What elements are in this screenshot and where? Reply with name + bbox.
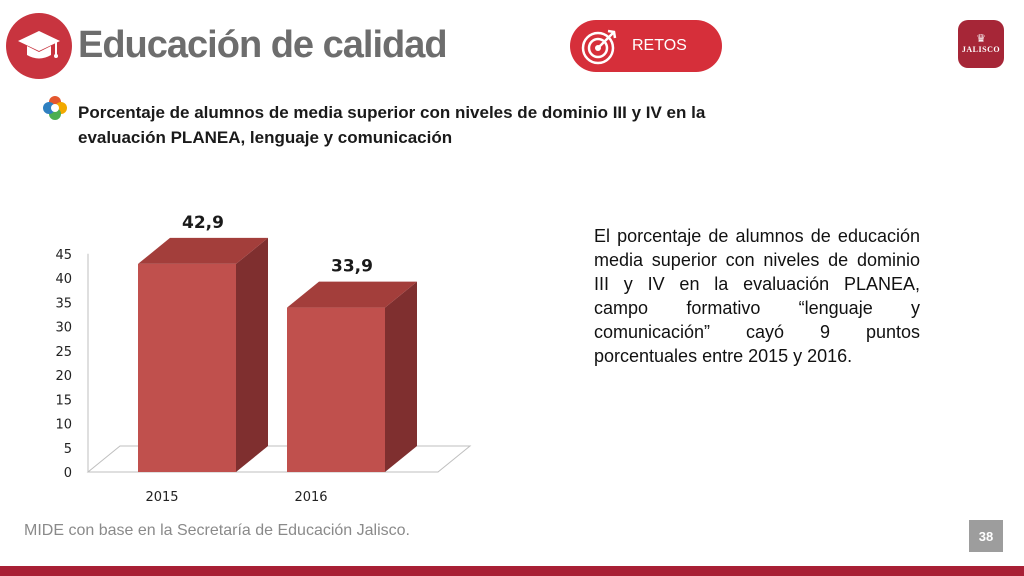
graduation-cap-icon [18,31,60,59]
y-tick-label: 5 [64,442,72,457]
bar-2015: 42,9 [138,213,268,472]
retos-badge[interactable]: RETOS [570,20,722,72]
y-tick-label: 45 [55,248,72,263]
data-label: 42,9 [182,213,224,233]
bar-top [138,237,268,264]
y-tick-label: 20 [55,369,72,384]
chart-description: El porcentaje de alumnos de educación me… [594,226,920,366]
target-arrow-icon [581,29,617,65]
bar-side [385,281,417,472]
y-tick-label: 35 [55,296,72,311]
color-wheel-icon [43,96,67,120]
chart-subtitle: Porcentaje de alumnos de media superior … [78,103,706,147]
source-note: MIDE con base en la Secretaría de Educac… [24,522,410,539]
x-axis-labels: 2015 2016 [145,490,327,505]
y-tick-label: 40 [55,272,72,287]
bottom-accent-bar [0,566,1024,576]
header-education-badge [6,13,72,79]
bar-2016: 33,9 [287,257,417,472]
page-number: 38 [969,520,1003,552]
x-tick-label: 2016 [294,490,327,505]
y-tick-label: 25 [55,345,72,360]
y-tick-label: 15 [55,393,72,408]
y-tick-label: 10 [55,418,72,433]
bar-chart: 0 5 10 15 20 25 30 35 40 45 42,9 33,9 2015 2016 [55,213,472,505]
x-tick-label: 2015 [145,490,178,505]
y-axis-ticks: 0 5 10 15 20 25 30 35 40 45 [55,248,72,481]
data-label: 33,9 [331,257,373,277]
y-tick-label: 30 [55,321,72,336]
bar-side [236,237,268,472]
page-title: Educación de calidad [78,24,448,66]
jalisco-logo: ♛ JALISCO [958,20,1004,68]
bar-top [287,281,417,308]
logo-text: JALISCO [961,45,1001,54]
y-tick-label: 0 [64,466,72,481]
bar-front [287,307,385,472]
bar-front [138,263,236,472]
crown-icon: ♛ [976,33,986,45]
chart-bars: 42,9 33,9 [138,213,417,472]
retos-label: RETOS [632,37,687,54]
